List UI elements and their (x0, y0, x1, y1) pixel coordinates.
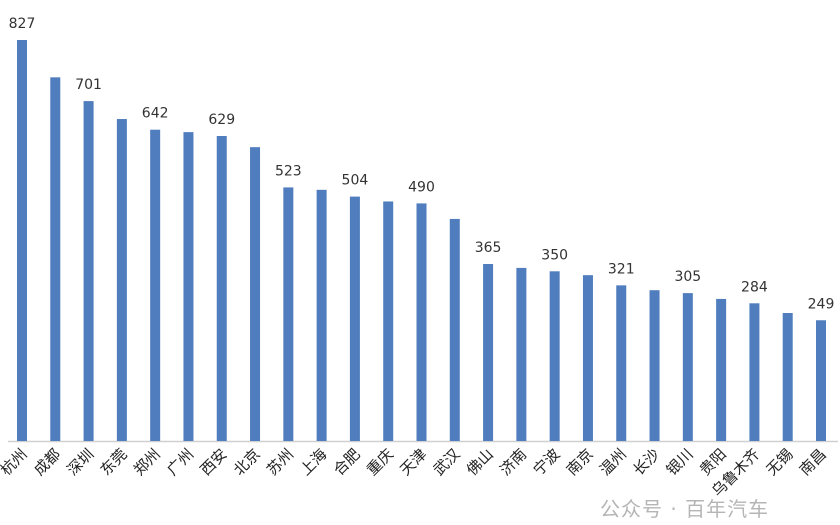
x-tick-label: 佛山 (463, 445, 497, 479)
data-label: 701 (75, 77, 102, 93)
bar-东莞 (116, 119, 127, 441)
bar-无锡 (782, 312, 793, 441)
bar-长沙 (649, 290, 660, 441)
bar-济南 (516, 267, 527, 441)
data-label: 305 (674, 269, 701, 285)
x-tick-label: 苏州 (263, 445, 297, 479)
x-tick-label: 上海 (297, 445, 331, 479)
bar-成都 (50, 77, 61, 441)
x-tick-label: 北京 (230, 445, 264, 479)
x-tick-label: 西安 (197, 445, 231, 479)
x-tick-label: 武汉 (430, 445, 464, 479)
bar-宁波 (549, 271, 560, 441)
x-tick-label: 济南 (496, 445, 530, 479)
bar-天津 (416, 203, 427, 441)
bar-银川 (682, 293, 693, 441)
bar-北京 (250, 147, 261, 441)
data-label: 827 (9, 16, 36, 32)
bar-深圳 (83, 101, 94, 442)
data-label: 321 (608, 261, 635, 277)
x-tick-label: 郑州 (130, 445, 164, 479)
data-label: 350 (541, 247, 568, 263)
bar-广州 (183, 132, 194, 441)
x-tick-label: 长沙 (629, 445, 663, 479)
bar-苏州 (283, 187, 294, 441)
data-label: 284 (741, 279, 768, 295)
bar-杭州 (17, 40, 27, 441)
bar-西安 (216, 136, 227, 441)
bar-温州 (616, 285, 627, 441)
bar-南昌 (816, 320, 826, 441)
data-label: 490 (408, 179, 435, 195)
x-tick-label: 合肥 (330, 445, 364, 479)
x-tick-label: 无锡 (763, 445, 797, 479)
data-label: 249 (808, 296, 835, 312)
x-tick-label: 天津 (396, 445, 430, 479)
bar-郑州 (150, 129, 161, 442)
bar-合肥 (349, 196, 360, 441)
x-tick-label: 广州 (163, 445, 197, 479)
x-tick-label: 深圳 (63, 445, 97, 479)
bar-佛山 (483, 264, 494, 441)
x-tick-label: 杭州 (0, 445, 31, 479)
x-tick-label: 东莞 (97, 445, 131, 479)
x-tick-label: 宁波 (530, 445, 564, 479)
data-label: 365 (475, 240, 502, 256)
data-label: 642 (142, 106, 169, 122)
data-label: 523 (275, 163, 302, 179)
x-tick-label: 成都 (30, 445, 64, 479)
x-tick-label: 温州 (596, 445, 630, 479)
watermark: 公众号 · 百年汽车 (600, 497, 770, 521)
bar-南京 (582, 275, 593, 441)
x-tick-label: 银川 (663, 445, 697, 479)
bar-贵阳 (716, 298, 727, 441)
data-label: 629 (208, 112, 235, 128)
x-tick-label: 南京 (563, 445, 597, 479)
data-label: 504 (342, 173, 369, 189)
bar-重庆 (383, 201, 394, 441)
bar-上海 (316, 189, 327, 441)
bar-乌鲁木齐 (749, 303, 760, 441)
x-tick-label: 重庆 (363, 445, 397, 479)
bar-武汉 (449, 218, 460, 441)
x-tick-label: 南昌 (796, 445, 830, 479)
